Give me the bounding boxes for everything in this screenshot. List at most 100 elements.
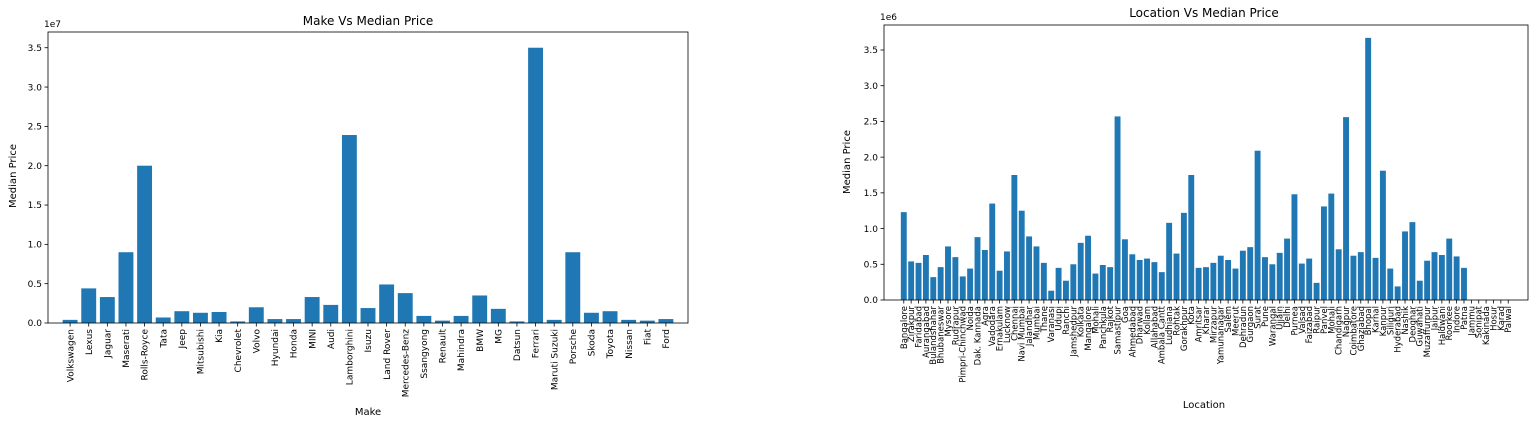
- bar: [1085, 235, 1092, 300]
- x-tick-label: Amritsar: [1195, 306, 1205, 343]
- x-tick-label: Mohali: [1327, 306, 1337, 334]
- bar: [155, 317, 171, 323]
- x-tick-label: Rohtak: [1172, 306, 1182, 336]
- x-tick-label: Nagpur: [1342, 306, 1352, 338]
- x-tick-label: Indore: [1453, 306, 1463, 333]
- y-tick-label: 3.5: [864, 46, 878, 56]
- x-tick-label: Lucknow: [1003, 306, 1013, 343]
- bar: [248, 307, 264, 323]
- x-tick-label: Toyota: [606, 329, 616, 359]
- bar: [174, 311, 190, 323]
- x-tick-label: Agra: [981, 306, 991, 326]
- bar: [1394, 286, 1401, 300]
- x-tick-label: Patna: [1460, 306, 1470, 330]
- x-tick-label: Mercedes-Benz: [401, 329, 411, 398]
- bar: [1438, 255, 1445, 300]
- x-tick-label: Jamshedpur: [1069, 305, 1079, 357]
- bar: [267, 319, 283, 323]
- x-tick-label: Maserati: [122, 329, 132, 368]
- x-tick-label: Lexus: [85, 329, 95, 355]
- bar: [565, 252, 581, 323]
- bar: [930, 277, 937, 300]
- bar: [1365, 37, 1372, 300]
- x-tick-label: Vadodara: [988, 306, 998, 346]
- x-tick-label: Rolls-Royce: [141, 329, 151, 381]
- bar: [1203, 267, 1209, 300]
- bar: [1158, 272, 1165, 300]
- x-tick-label: Kollam: [1143, 306, 1153, 335]
- x-tick-label: Siliguri: [1386, 306, 1396, 335]
- bar: [900, 212, 907, 300]
- bar: [62, 319, 78, 323]
- bar: [1225, 260, 1232, 300]
- x-tick-label: Udupi: [1055, 306, 1065, 331]
- plot-area-frame: [883, 24, 1529, 301]
- make-price-chart: Make Vs Median Price Median Price Make 1…: [8, 14, 689, 418]
- x-tick-label: Sonipat: [1475, 305, 1485, 338]
- bar: [602, 311, 618, 323]
- bar: [1416, 280, 1423, 300]
- bar: [639, 320, 655, 323]
- bar: [360, 308, 376, 323]
- y-tick-label: 1.5: [864, 189, 878, 199]
- bar: [304, 297, 320, 323]
- x-tick-label: Kia: [215, 329, 225, 343]
- x-tick-label: Bangalore: [900, 306, 910, 349]
- x-tick-label: Chennai: [1010, 306, 1020, 341]
- x-tick-label: Rudrapur: [951, 306, 961, 346]
- y-tick-label: 1.0: [28, 241, 43, 251]
- x-tick-label: Kanpur: [1379, 306, 1389, 337]
- bar: [1018, 210, 1025, 300]
- x-tick-label: Skoda: [588, 329, 598, 356]
- x-tick-label: Ferrari: [532, 329, 542, 358]
- location-price-chart: Location Vs Median Price Median Price Lo…: [842, 6, 1529, 411]
- x-tick-label: Karad: [1497, 306, 1507, 331]
- y-tick-label: 2.0: [864, 153, 879, 163]
- bar: [1173, 253, 1180, 300]
- bar: [379, 284, 395, 323]
- bar: [435, 320, 450, 323]
- x-tick-label: Deoghar: [1408, 306, 1418, 343]
- x-tick-label: Renault: [439, 329, 449, 364]
- bar: [192, 312, 208, 323]
- bar: [937, 267, 944, 300]
- x-tick-label: Thane: [1040, 306, 1050, 333]
- x-tick-label: Faizabad: [1305, 306, 1315, 343]
- y-tick-label: 2.0: [28, 162, 43, 172]
- bar: [908, 261, 915, 300]
- x-tick-label: Volvo: [252, 329, 262, 354]
- x-tick-label: Nissan: [625, 329, 635, 359]
- bar: [1048, 290, 1055, 300]
- bar: [1247, 247, 1254, 300]
- bar: [967, 268, 974, 300]
- bar: [996, 270, 1003, 300]
- x-tick-label: Bhubaneswar: [937, 306, 947, 364]
- bar: [1151, 262, 1158, 300]
- bar: [1004, 251, 1010, 300]
- bar: [1343, 117, 1349, 301]
- bar: [989, 203, 996, 300]
- x-axis-label: Make: [355, 407, 381, 418]
- y-offset-label: 1e6: [880, 13, 897, 23]
- x-tick-label: Dehradun: [1239, 306, 1249, 348]
- y-axis-label: Median Price: [8, 144, 19, 208]
- bar: [1210, 262, 1217, 300]
- y-tick-label: 0.5: [864, 260, 878, 270]
- x-tick-label: Ernakulam: [996, 306, 1006, 351]
- bar: [1357, 252, 1364, 300]
- bar: [211, 311, 227, 323]
- x-tick-label: Valsad: [1298, 306, 1308, 334]
- x-tick-label: Ghaziabad: [1357, 306, 1367, 351]
- x-tick-label: Allahabad: [1150, 306, 1160, 348]
- y-tick-label: 2.5: [28, 123, 42, 133]
- bar: [1320, 206, 1327, 300]
- x-tick-label: Kharar: [1202, 306, 1212, 335]
- bar: [1129, 254, 1136, 300]
- bar: [1166, 222, 1173, 300]
- bar: [118, 252, 134, 323]
- y-tick-label: 1.5: [28, 201, 42, 211]
- x-tick-label: Porsche: [569, 329, 579, 365]
- bar: [1431, 252, 1438, 300]
- y-tick-label: 3.0: [28, 83, 43, 93]
- x-tick-label: Ahmedabad: [1128, 306, 1138, 357]
